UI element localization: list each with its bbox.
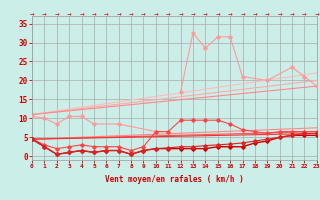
X-axis label: Vent moyen/en rafales ( km/h ): Vent moyen/en rafales ( km/h )	[105, 175, 244, 184]
